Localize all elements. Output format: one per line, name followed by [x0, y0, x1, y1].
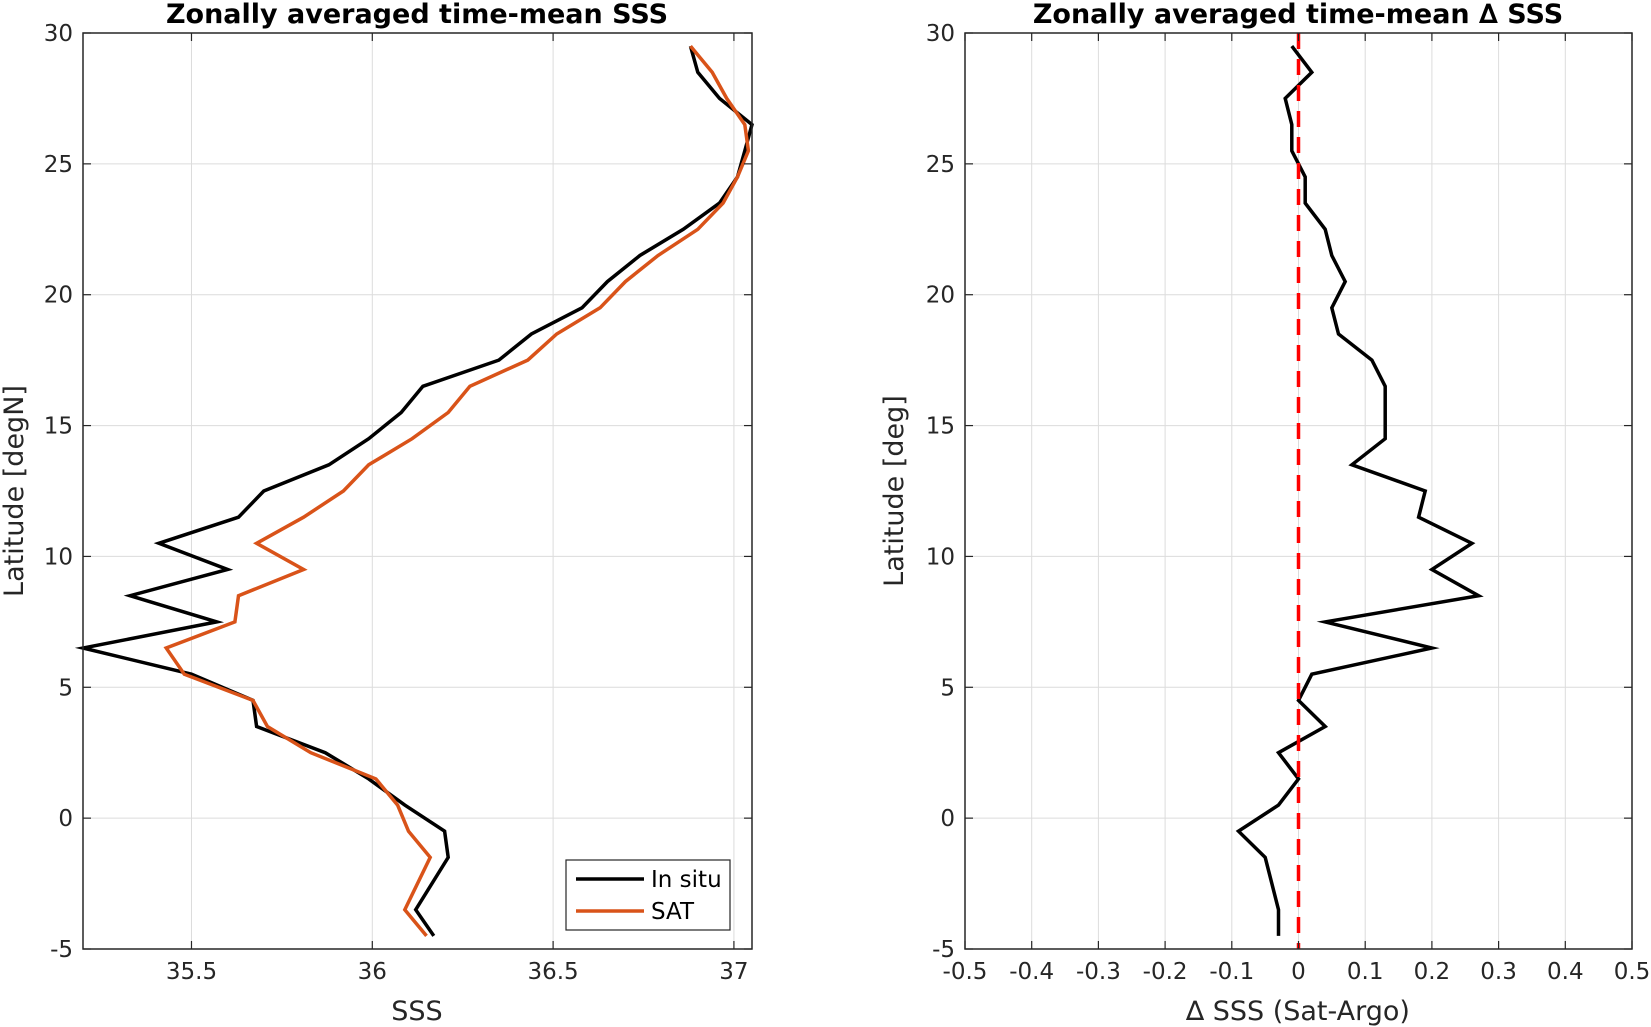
delta-sss-series-line-delta [1235, 45, 1484, 936]
delta-sss-x-tick-label: 0.2 [1414, 959, 1451, 985]
delta-sss-series-lines [1235, 33, 1484, 949]
sss-axes-box [82, 32, 753, 950]
sss-series-line-sat [163, 44, 751, 938]
delta-sss-x-tick-label: 0 [1291, 959, 1306, 985]
sss-chart-title: Zonally averaged time-mean SSS [166, 0, 668, 30]
delta-sss-y-tick-label: 25 [926, 152, 955, 178]
delta-sss-x-tick-label: -0.1 [1209, 959, 1254, 985]
delta-sss-ticks: -0.5 -0.4 -0.3 -0.2 -0.1 0 0.1 0.2 0.3 0.4 0.5 -5 0 5… [926, 21, 1651, 985]
delta-sss-y-tick-label: 5 [940, 675, 955, 701]
delta-sss-y-tick-label: 10 [926, 544, 955, 570]
delta-sss-x-tick-label: -0.5 [943, 959, 988, 985]
delta-sss-y-tick-label: 20 [926, 283, 955, 309]
delta-sss-y-tick-label: 15 [926, 414, 955, 440]
sss-y-tick-label: 15 [44, 414, 73, 440]
sss-y-tick-label: 25 [44, 152, 73, 178]
sss-y-axis-label: Latitude [degN] [0, 385, 30, 597]
legend-box [565, 859, 731, 931]
sss-x-tick-label: 36.5 [527, 959, 578, 985]
sss-x-axis-label: SSS [391, 996, 442, 1027]
delta-sss-y-axis-label: Latitude [deg] [879, 395, 910, 587]
sss-y-tick-label: 5 [58, 675, 73, 701]
sss-panel: 35.5 36 36.5 37 -5 0 5 10 15 20 25 30 Zonally avera… [0, 0, 754, 1027]
sss-x-tick-label: 36 [358, 959, 387, 985]
delta-sss-y-tick-label: -5 [932, 937, 955, 963]
delta-sss-y-tick-label: 30 [926, 21, 955, 47]
delta-sss-x-tick-label: -0.4 [1009, 959, 1054, 985]
sss-series-lines [74, 44, 754, 938]
sss-y-tick-label: 20 [44, 283, 73, 309]
sss-y-tick-label: -5 [50, 937, 73, 963]
delta-sss-x-tick-label: -0.2 [1143, 959, 1188, 985]
delta-sss-x-tick-label: 0.1 [1347, 959, 1384, 985]
sss-y-tick-label: 30 [44, 21, 73, 47]
delta-sss-y-tick-label: 0 [940, 806, 955, 832]
legend-in-situ-label: In situ [651, 867, 722, 893]
sss-x-tick-label: 35.5 [166, 959, 217, 985]
sss-plot-area [83, 33, 752, 949]
delta-sss-chart-title: Zonally averaged time-mean ∆ SSS [1033, 0, 1563, 30]
delta-sss-x-tick-label: 0.3 [1480, 959, 1517, 985]
delta-sss-x-tick-label: 0.4 [1547, 959, 1584, 985]
delta-sss-x-tick-label: 0.5 [1614, 959, 1651, 985]
delta-sss-x-axis-label: ∆ SSS (Sat-Argo) [1185, 996, 1410, 1027]
delta-sss-panel: -0.5 -0.4 -0.3 -0.2 -0.1 0 0.1 0.2 0.3 0.4 0.5 -5 0 5… [879, 0, 1650, 1027]
sss-legend: In situ SAT [565, 859, 731, 931]
delta-sss-x-tick-label: -0.3 [1076, 959, 1121, 985]
sss-y-tick-label: 0 [58, 806, 73, 832]
legend-sat-label: SAT [651, 899, 695, 925]
sss-ticks: 35.5 36 36.5 37 -5 0 5 10 15 20 25 30 [44, 21, 752, 985]
sss-y-tick-label: 10 [44, 544, 73, 570]
sss-x-tick-label: 37 [719, 959, 748, 985]
